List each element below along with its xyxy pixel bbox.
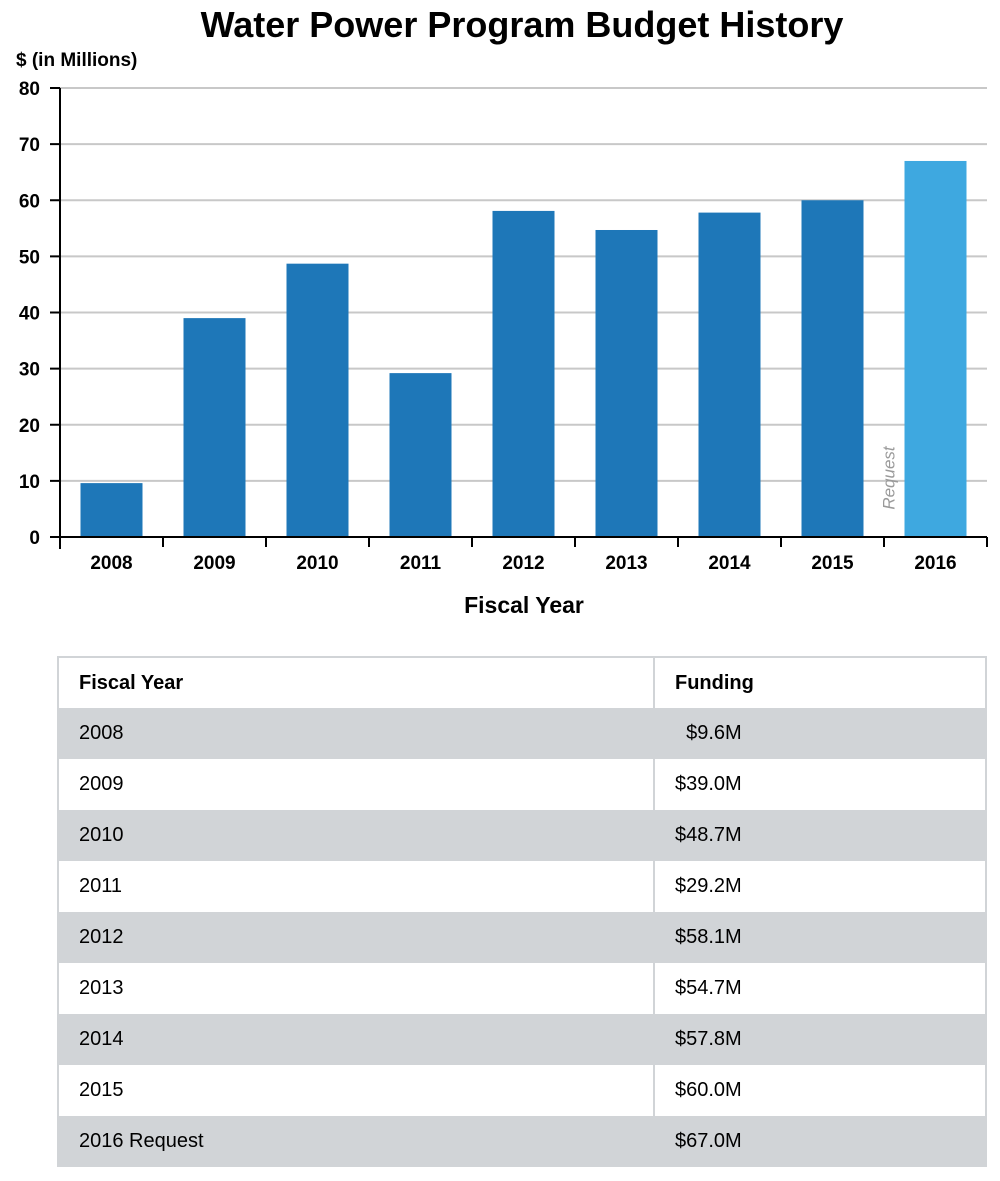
cell-year: 2010 <box>57 810 655 861</box>
annotations: Request <box>880 445 899 510</box>
cell-funding: $48.7M <box>653 810 987 861</box>
table-row: 2014 $57.8M <box>57 1014 987 1065</box>
axes <box>50 87 988 549</box>
bar <box>389 373 452 537</box>
header-fiscal-year: Fiscal Year <box>57 656 655 708</box>
chart-title: Water Power Program Budget History <box>201 4 844 45</box>
table-row: 2013 $54.7M <box>57 963 987 1014</box>
x-tick-labels: 2008 2009 2010 2011 2012 2013 2014 2015 2016 <box>90 553 956 574</box>
x-tick-label: 2010 <box>296 553 338 574</box>
table-row: 2010 $48.7M <box>57 810 987 861</box>
bar <box>595 229 658 537</box>
bar <box>801 200 864 537</box>
x-tick-label: 2011 <box>400 553 442 574</box>
cell-funding: $29.2M <box>653 861 987 912</box>
cell-funding: $54.7M <box>653 963 987 1014</box>
y-tick-label: 20 <box>19 416 40 437</box>
cell-funding: $67.0M <box>653 1116 987 1167</box>
y-tick-label: 60 <box>19 191 40 212</box>
y-tick-label: 0 <box>29 528 40 549</box>
bar <box>80 483 143 537</box>
x-axis-title: Fiscal Year <box>464 592 584 618</box>
x-tick-label: 2014 <box>708 553 751 574</box>
cell-year: 2015 <box>57 1065 655 1116</box>
y-tick-label: 70 <box>19 135 40 156</box>
y-axis-label: $ (in Millions) <box>16 50 137 71</box>
funding-table: Fiscal Year Funding 2008 $9.6M 2009 $39.… <box>57 656 987 1167</box>
cell-year: 2016 Request <box>57 1116 655 1167</box>
table-header-row: Fiscal Year Funding <box>57 656 987 708</box>
x-tick-label: 2009 <box>193 553 235 574</box>
x-tick-label: 2013 <box>605 553 647 574</box>
header-funding: Funding <box>653 656 987 708</box>
x-tick-label: 2015 <box>811 553 854 574</box>
cell-funding: $9.6M <box>653 708 987 759</box>
y-tick-label: 10 <box>19 472 40 493</box>
cell-year: 2013 <box>57 963 655 1014</box>
bars <box>80 160 967 537</box>
bar-chart: Water Power Program Budget History $ (in… <box>16 4 988 618</box>
y-tick-label: 30 <box>19 360 40 381</box>
cell-funding: $39.0M <box>653 759 987 810</box>
bar <box>183 318 246 537</box>
cell-funding: $60.0M <box>653 1065 987 1116</box>
x-tick-label: 2012 <box>502 553 544 574</box>
y-tick-label: 80 <box>19 79 40 100</box>
bar <box>698 212 761 537</box>
x-tick-label: 2016 <box>914 553 956 574</box>
table-row: 2008 $9.6M <box>57 708 987 759</box>
request-annotation: Request <box>880 445 899 510</box>
table-row: 2011 $29.2M <box>57 861 987 912</box>
table-row: 2015 $60.0M <box>57 1065 987 1116</box>
cell-year: 2008 <box>57 708 655 759</box>
x-tick-label: 2008 <box>90 553 132 574</box>
cell-year: 2009 <box>57 759 655 810</box>
bar-request <box>904 160 967 537</box>
y-tick-label: 50 <box>19 247 40 268</box>
cell-funding: $58.1M <box>653 912 987 963</box>
cell-funding: $57.8M <box>653 1014 987 1065</box>
table-row: 2009 $39.0M <box>57 759 987 810</box>
cell-year: 2011 <box>57 861 655 912</box>
bar <box>286 263 349 537</box>
table-row: 2012 $58.1M <box>57 912 987 963</box>
cell-year: 2014 <box>57 1014 655 1065</box>
table-row: 2016 Request $67.0M <box>57 1116 987 1167</box>
bar <box>492 210 555 537</box>
cell-year: 2012 <box>57 912 655 963</box>
y-tick-label: 40 <box>19 304 40 325</box>
y-tick-labels: 0 10 20 30 40 50 60 70 80 <box>19 79 40 549</box>
